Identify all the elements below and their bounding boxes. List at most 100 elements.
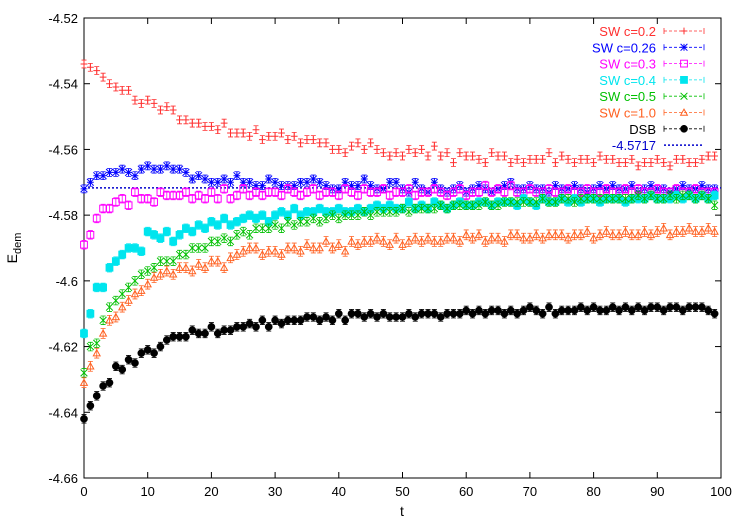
data-point	[270, 246, 280, 255]
error-bar	[177, 190, 183, 201]
error-bar	[138, 194, 144, 204]
data-point	[570, 230, 579, 239]
data-point	[86, 63, 94, 71]
data-point	[538, 233, 547, 242]
data-point	[430, 236, 439, 245]
data-point	[443, 149, 451, 157]
data-point	[462, 201, 470, 210]
data-point	[188, 227, 197, 236]
data-point	[289, 243, 299, 252]
data-point	[271, 132, 279, 140]
data-point	[277, 319, 286, 328]
data-point	[589, 303, 598, 311]
data-point	[157, 106, 164, 114]
error-bar	[380, 184, 386, 194]
error-bar	[361, 184, 367, 194]
y-axis-title-subscript: dem	[12, 233, 24, 254]
data-point	[404, 236, 414, 245]
data-point	[86, 230, 95, 239]
data-point	[500, 188, 509, 197]
data-point	[417, 309, 426, 318]
data-point	[194, 259, 203, 268]
data-point	[627, 306, 636, 315]
data-point	[201, 194, 209, 203]
data-point	[239, 323, 248, 331]
data-point	[405, 309, 413, 318]
data-point	[456, 149, 464, 157]
data-point	[424, 204, 432, 213]
legend-marker	[680, 92, 688, 100]
data-point	[577, 194, 585, 203]
data-point	[404, 198, 413, 206]
data-point	[417, 204, 426, 213]
data-point	[341, 316, 350, 325]
x-tick-label: 50	[395, 484, 409, 499]
data-point	[468, 309, 477, 318]
data-point	[182, 332, 190, 341]
data-point	[316, 139, 324, 147]
data-point	[633, 230, 643, 239]
data-point	[353, 240, 363, 248]
data-point	[538, 194, 547, 203]
legend-label: SW c=1.0	[599, 106, 656, 121]
data-point	[399, 152, 406, 160]
legend-label: SW c=0.3	[599, 57, 656, 72]
error-bar	[164, 190, 170, 201]
data-point	[188, 175, 197, 183]
error-bar	[278, 190, 284, 201]
data-point	[335, 185, 343, 193]
data-point	[430, 178, 439, 187]
data-point	[162, 336, 171, 344]
x-axis-title: t	[400, 503, 404, 519]
data-point	[614, 230, 624, 239]
data-point	[449, 233, 458, 242]
error-bar	[393, 187, 399, 197]
error-bar	[431, 184, 437, 194]
data-point	[220, 184, 229, 193]
data-point	[220, 214, 229, 223]
data-point	[258, 250, 267, 258]
data-point	[92, 348, 101, 357]
data-point	[143, 227, 152, 236]
data-point	[640, 306, 649, 315]
data-point	[373, 313, 381, 321]
error-bar	[622, 184, 628, 194]
y-tick-label: -4.52	[48, 11, 78, 26]
error-bar	[145, 194, 151, 204]
data-point	[391, 233, 401, 242]
data-point	[124, 201, 133, 210]
error-bar	[470, 187, 476, 197]
data-point	[571, 159, 578, 166]
data-point	[341, 178, 349, 187]
data-point	[245, 211, 254, 220]
error-bar	[310, 184, 316, 194]
data-point	[653, 194, 662, 203]
x-tick-label: 20	[204, 484, 218, 499]
data-point	[487, 233, 496, 242]
data-point	[226, 253, 235, 262]
data-point	[354, 181, 362, 190]
data-point	[366, 309, 375, 318]
data-point	[494, 201, 502, 210]
data-point	[615, 159, 623, 166]
data-point	[449, 201, 458, 210]
data-point	[264, 175, 273, 183]
data-point	[366, 211, 375, 219]
data-point	[468, 233, 477, 242]
data-point	[112, 296, 120, 305]
data-point	[545, 303, 553, 311]
x-tick-label: 60	[459, 484, 473, 499]
data-point	[665, 230, 675, 239]
data-point	[411, 178, 419, 187]
data-point	[526, 303, 534, 311]
data-point	[443, 309, 451, 318]
data-point	[418, 146, 426, 153]
data-point	[309, 243, 318, 252]
data-point	[143, 346, 152, 354]
data-point	[86, 309, 95, 318]
data-point	[163, 103, 171, 111]
data-point	[207, 237, 216, 246]
error-bar	[240, 184, 246, 194]
data-point	[711, 152, 719, 160]
data-point	[105, 168, 114, 177]
